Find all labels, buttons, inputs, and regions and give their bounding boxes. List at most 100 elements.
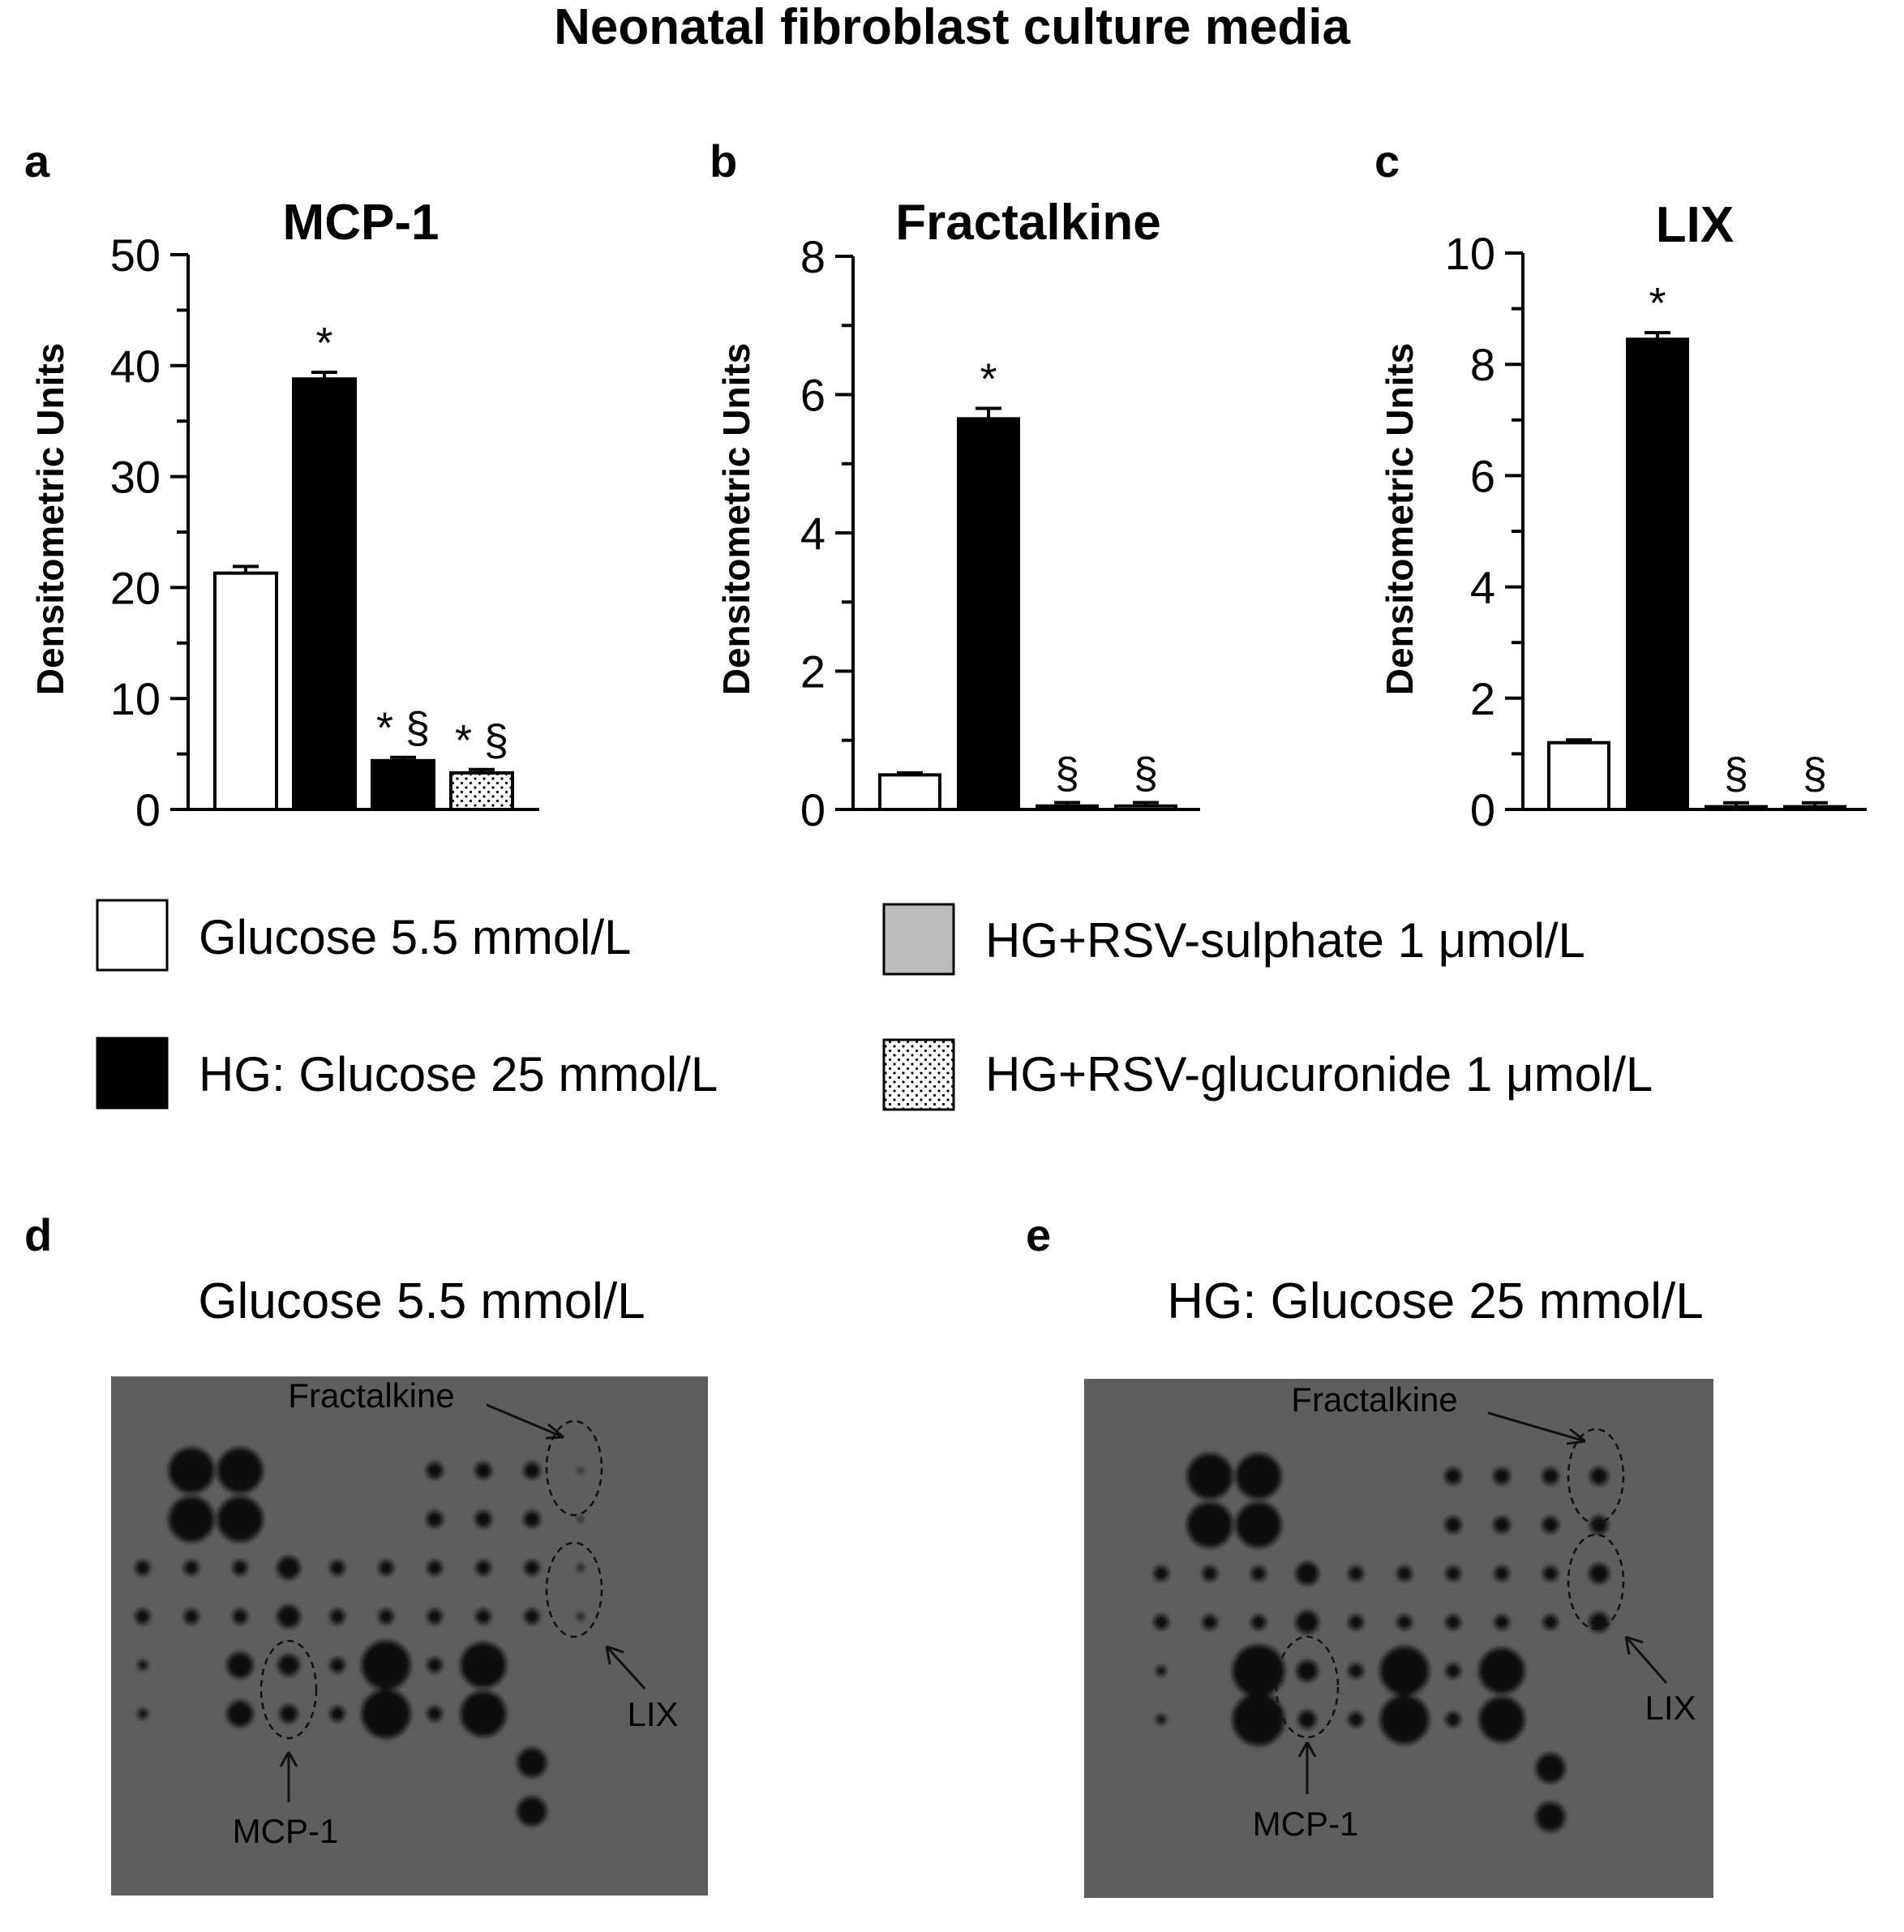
blot-spot [427,1707,442,1721]
y-tick-label: 0 [1470,784,1495,835]
legend-swatch-glucose [96,899,169,972]
mcp1-label: MCP-1 [1253,1805,1359,1843]
lix-spot [1589,1564,1609,1583]
blot-spot [330,1707,345,1721]
blot-spot [1494,1517,1510,1533]
chart-title: Fractalkine [895,195,1160,251]
blot-spot [1479,1697,1524,1742]
blot-spot [1296,1562,1319,1585]
fractalkine-label: Fractalkine [1291,1380,1457,1419]
mcp1-arrow [279,1751,298,1802]
fractalkine-arrow [486,1403,564,1440]
bar [1547,741,1610,811]
y-tick-label: 10 [1445,228,1495,279]
fractalkine-label: Fractalkine [288,1376,454,1415]
lix-label: LIX [627,1695,678,1733]
blot-spots [135,1448,584,1826]
significance-annotation: § [1724,749,1748,798]
fractalkine-spot [578,1517,583,1522]
panel-letter: c [1374,135,1400,187]
blot-spot [1156,1666,1166,1676]
blot-spot [277,1605,300,1628]
y-tick-label: 4 [800,508,825,559]
bar [1114,804,1177,811]
blot-spot [1251,1615,1266,1629]
blot-spot [427,1658,442,1672]
blot-spot [1236,1502,1281,1548]
blot-spot [427,1462,443,1479]
blot-spot [475,1511,491,1527]
legend-swatch-sulphate [882,903,955,976]
legend-label: HG+RSV-glucuronide 1 μmol/L [985,1047,1653,1101]
blot-title: HG: Glucose 25 mmol/L [1167,1273,1704,1329]
significance-annotation: * § [376,704,430,753]
mcp1-spot [1233,1645,1284,1697]
chart-a-plot: 0 10 20 30 40 50 * * § * § [110,230,539,835]
mcp1-spot [1233,1694,1284,1745]
significance-annotation: § [1803,749,1827,798]
panel-letter: d [24,1209,52,1260]
blot-spot [476,1609,491,1624]
y-tick-label: 6 [1470,450,1495,501]
y-tick-label: 30 [110,452,161,503]
lix-spot [577,1613,584,1620]
blot-spot [1536,1754,1565,1783]
fractalkine-spot [1590,1516,1608,1534]
blot-spot [1445,1468,1461,1484]
blot-spot [525,1561,539,1575]
blot-spot [1251,1566,1266,1581]
blot-spot [330,1561,345,1575]
blot-spot [1156,1715,1166,1724]
blot-spot [1446,1566,1460,1581]
blot-spot [517,1748,547,1777]
significance-annotation: * § [455,716,508,765]
blot-spot [233,1561,247,1575]
y-tick-label: 2 [1470,673,1495,724]
significance-annotation: § [1134,749,1158,797]
panel-d-blot: d Glucose 5.5 mmol/L Fractalkine LIX MCP… [24,1209,708,1896]
blot-spot [330,1658,345,1672]
lix-circle [1567,1533,1625,1630]
lix-spot [577,1565,584,1571]
blot-spot [138,1709,148,1719]
blot-spot [184,1609,199,1624]
y-axis-label: Densitometric Units [29,343,71,696]
legend-label: Glucose 5.5 mmol/L [199,910,632,964]
blot-spot [217,1448,263,1493]
significance-annotation: * [980,355,997,404]
blot-spot [1187,1502,1233,1548]
blot-spot [1536,1802,1565,1831]
fractalkine-circle [545,1419,603,1517]
blot-spot [1479,1648,1524,1694]
blot-spot [1203,1615,1217,1629]
blot-spot [135,1609,150,1624]
blot-spot [1397,1615,1412,1629]
blot-spot [280,1705,298,1723]
fractalkine-spot [1590,1467,1608,1485]
panel-e-blot: e HG: Glucose 25 mmol/L Fractalkine LIX … [1026,1209,1713,1898]
blot-spot [1154,1615,1169,1629]
blot-spot [524,1462,540,1479]
blot-spot [1349,1712,1363,1727]
significance-annotation: * [1649,279,1666,328]
blot-spot [1154,1566,1169,1581]
panel-b-chart: b Fractalkine Densitometric Units 0 2 4 6 8 *… [710,135,1200,835]
lix-label: LIX [1645,1689,1696,1727]
y-tick-label: 50 [110,230,161,281]
y-axis-label: Densitometric Units [1379,343,1421,696]
blot-spot [1397,1566,1412,1581]
bar [1705,805,1768,812]
y-tick-label: 8 [800,231,825,282]
blot-spot [524,1511,540,1527]
mcp1-arrow [1297,1741,1317,1794]
blot-spot [1349,1664,1363,1678]
lix-arrow [605,1645,646,1690]
blot-spot [278,1655,299,1676]
blot-spot [1446,1712,1460,1727]
blot-title: Glucose 5.5 mmol/L [198,1273,645,1329]
blot-spot [461,1691,506,1737]
panel-letter: b [710,135,737,187]
blot-spot [379,1561,393,1575]
blot-spot [277,1556,300,1579]
blot-spot [525,1609,539,1624]
